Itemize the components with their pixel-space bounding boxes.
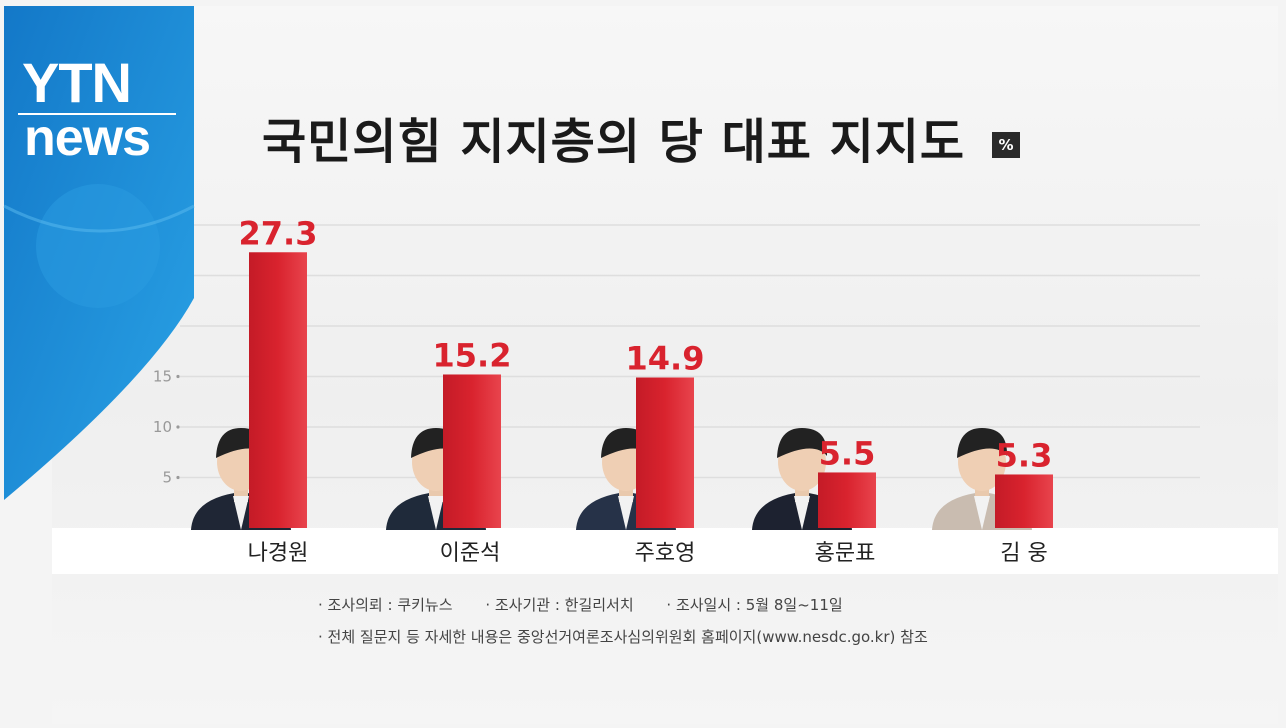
footnote-sponsor: · 조사의뢰 : 쿠키뉴스 [318,596,453,614]
bar [995,474,1053,528]
category-label: 나경원 [248,541,309,566]
y-tick-label: 15 [153,368,172,386]
category-label: 주호영 [635,541,696,566]
candidate-shirt [974,496,990,530]
category-label: 이준석 [440,541,501,566]
candidate-shirt [428,496,444,530]
category-label: 김 웅 [1000,541,1047,566]
y-tick-dot [176,374,180,379]
bar [443,374,501,528]
y-tick-label: 10 [153,418,172,436]
value-label: 14.9 [626,340,705,378]
value-label: 15.2 [433,336,512,374]
chart-title: 국민의힘 지지층의 당 대표 지지도 [262,114,966,170]
value-label: 5.3 [996,436,1053,474]
candidate-hair [777,428,828,458]
footnote-agency: · 조사기관 : 한길리서치 [485,596,634,614]
candidate-hair [957,428,1008,458]
category-label: 홍문표 [815,541,876,566]
value-labels: 27.3 15.2 14.9 5.5 5.3 [239,214,1053,474]
candidate-shirt [618,496,634,530]
ytn-news-logo [3,6,195,500]
candidate-photos [191,428,1032,530]
y-tick-label: 5 [162,469,172,487]
candidate-shirt [794,496,810,530]
bars [249,252,1053,528]
footnote-line-2: · 전체 질문지 등 자세한 내용은 중앙선거여론조사심의위원회 홈페이지(ww… [318,628,928,646]
bar [818,472,876,528]
logo-news-text: news [24,109,151,167]
logo-ytn-text: YTN [22,51,132,114]
unit-badge: % [992,132,1020,158]
category-label-band [52,528,1278,574]
footnote-period: · 조사일시 : 5월 8일~11일 [666,596,843,614]
value-label: 5.5 [819,434,876,472]
category-labels: 나경원 이준석 주호영 홍문표 김 웅 [248,541,1048,566]
bar [636,377,694,528]
value-label: 27.3 [239,214,318,252]
bar [249,252,307,528]
footnote-line-1: · 조사의뢰 : 쿠키뉴스 · 조사기관 : 한길리서치 · 조사일시 : 5월… [318,594,871,615]
y-tick-dot [176,425,180,429]
candidate-shirt [233,496,249,530]
y-axis-ticks: 5 10 15 [153,368,180,487]
y-tick-dot [176,475,180,480]
